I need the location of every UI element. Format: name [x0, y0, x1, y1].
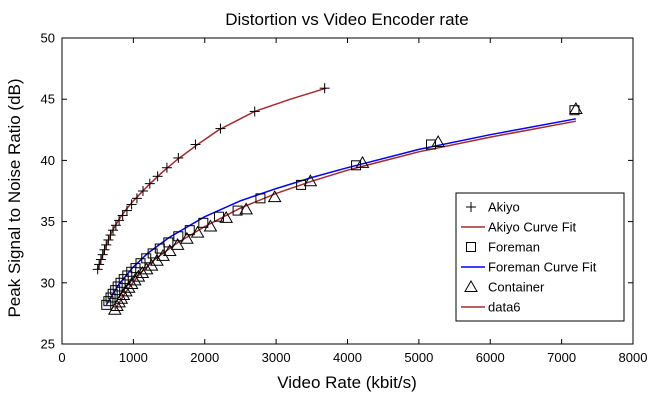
data-point [239, 202, 254, 215]
plot-data [92, 83, 583, 315]
series-markers-2 [107, 101, 583, 315]
y-tick-label: 50 [41, 31, 55, 46]
data-point [152, 171, 163, 182]
data-point [180, 231, 194, 244]
data-point [161, 162, 172, 173]
data-point [119, 284, 133, 297]
x-tick-label: 6000 [476, 350, 505, 365]
y-tick-label: 35 [41, 214, 55, 229]
y-tick-label: 30 [41, 275, 55, 290]
x-tick-label: 3000 [262, 350, 291, 365]
data-point [173, 152, 184, 163]
legend-marker-swatch [466, 242, 476, 252]
x-tick-label: 5000 [404, 350, 433, 365]
plot-frame [61, 37, 634, 345]
data-point [190, 139, 201, 150]
data-point [105, 230, 116, 241]
series-markers-0 [92, 83, 330, 275]
data-point [121, 205, 132, 216]
data-point [255, 193, 266, 204]
data-point [355, 155, 370, 168]
data-point [154, 243, 165, 254]
data-point [127, 273, 142, 286]
data-point [115, 277, 126, 288]
data-point [319, 83, 330, 94]
legend: Akiyo Akiyo Curve Fit Foreman Foreman Curve… [455, 192, 625, 322]
data-point [110, 285, 121, 296]
data-point [431, 135, 446, 148]
data-point [267, 190, 282, 203]
data-point [426, 139, 437, 150]
data-point [94, 259, 105, 270]
data-point [101, 239, 112, 250]
axis-tick-labels: 0 1000 2000 3000 4000 5000 6000 7000 8000 25 30 35 4… [41, 31, 648, 366]
data-point [184, 225, 195, 236]
data-point [131, 193, 142, 204]
legend-entry-label: Akiyo Curve Fit [488, 220, 577, 235]
x-tick-label: 1000 [119, 350, 148, 365]
x-tick-label: 0 [58, 350, 65, 365]
data-point [296, 179, 307, 190]
data-point [303, 174, 318, 187]
data-point [351, 160, 362, 171]
x-tick-label: 8000 [619, 350, 648, 365]
data-point [97, 249, 108, 260]
y-tick-label: 25 [41, 337, 55, 352]
data-point [122, 270, 133, 281]
data-point [118, 274, 129, 285]
data-point [95, 254, 106, 265]
data-point [99, 244, 110, 255]
x-axis-title: Video Rate (kbit/s) [277, 373, 417, 392]
x-tick-label: 2000 [190, 350, 219, 365]
legend-box [455, 192, 625, 322]
legend-marker-swatch [466, 202, 476, 212]
legend-entry-label: data6 [488, 300, 521, 315]
data-point [198, 217, 209, 228]
data-point [135, 266, 150, 279]
data-point [190, 225, 205, 238]
data-point [144, 178, 155, 189]
data-point [138, 186, 149, 196]
legend-entry-label: Akiyo [488, 200, 520, 215]
legend-entry-label: Foreman Curve Fit [488, 260, 597, 275]
data-point [249, 106, 260, 117]
data-point [569, 101, 583, 114]
data-point [103, 234, 114, 245]
data-point [203, 219, 218, 232]
series-markers-1 [101, 105, 580, 310]
data-point [170, 237, 185, 250]
data-point [139, 262, 154, 275]
data-point [124, 277, 139, 290]
data-point [126, 199, 137, 210]
data-point [112, 281, 123, 292]
x-tick-label: 7000 [547, 350, 576, 365]
chart-title: Distortion vs Video Encoder rate [225, 10, 468, 29]
data-point [131, 269, 146, 282]
legend-entry-label: Foreman [488, 240, 540, 255]
y-tick-label: 45 [41, 92, 55, 107]
y-tick-label: 40 [41, 153, 55, 168]
x-tick-label: 4000 [333, 350, 362, 365]
data-point [162, 243, 177, 256]
legend-entry-label: Container [488, 280, 545, 295]
legend-marker-swatch [464, 279, 478, 292]
data-point [117, 210, 128, 221]
data-point [121, 280, 136, 293]
data-point [219, 210, 234, 223]
data-point [92, 264, 103, 275]
data-point [215, 123, 226, 134]
y-axis-title: Peak Signal to Noise Ratio (dB) [5, 78, 24, 317]
